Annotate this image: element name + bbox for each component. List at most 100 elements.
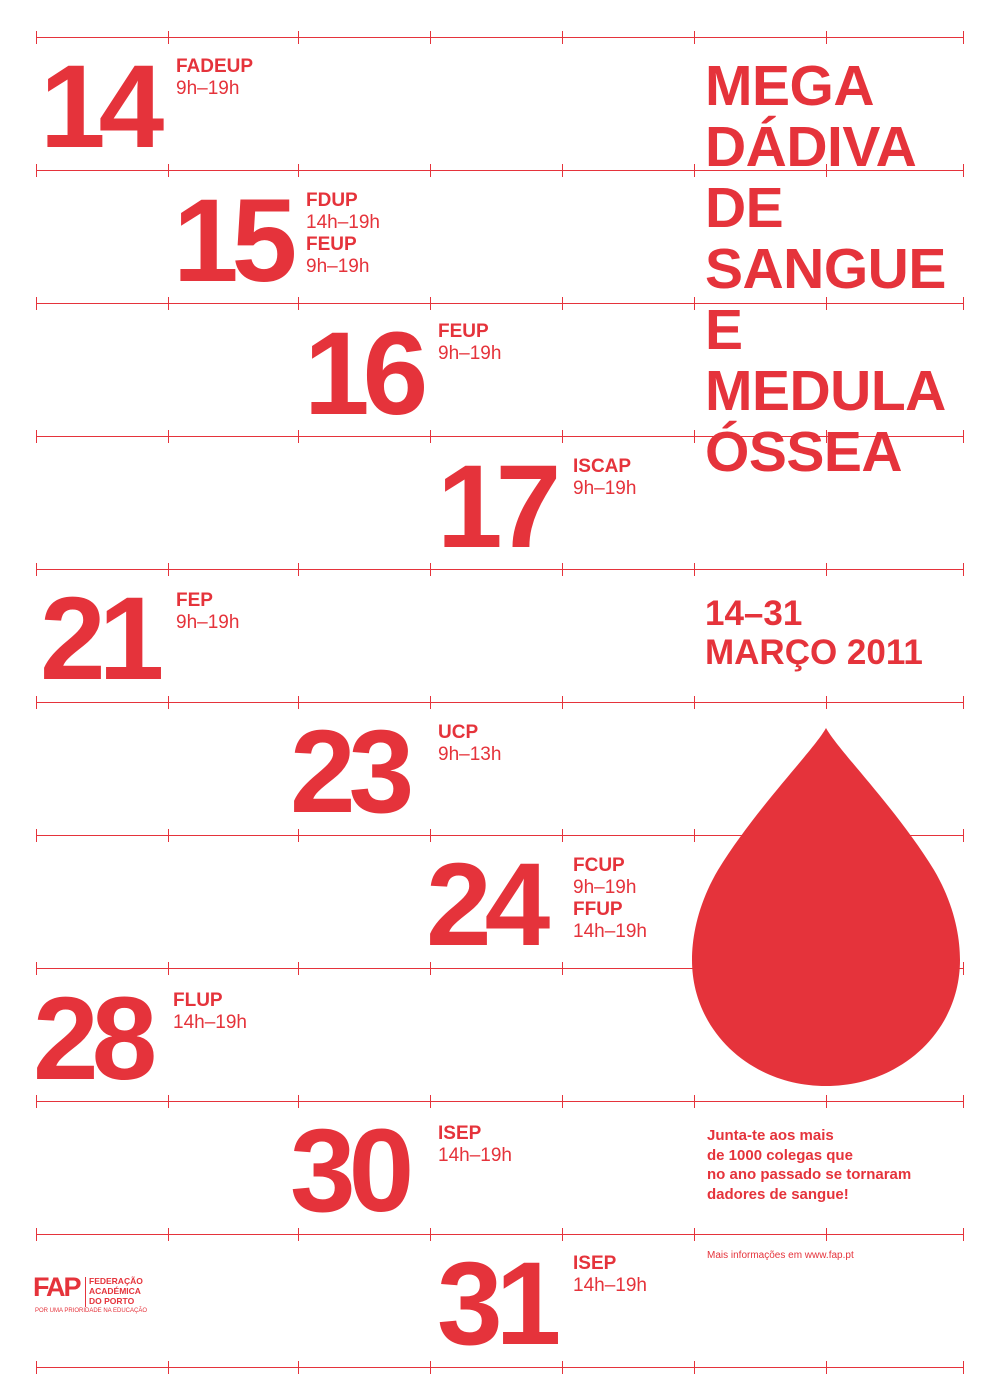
logo-name-line: DO PORTO: [89, 1296, 135, 1306]
hours-label: 14h–19h: [573, 920, 647, 942]
hours-label: 14h–19h: [438, 1144, 512, 1166]
event-info-23: UCP 9h–13h: [438, 722, 501, 766]
venue-label: ISEP: [438, 1123, 482, 1144]
hours-label: 14h–19h: [173, 1011, 247, 1033]
event-info-30: ISEP 14h–19h: [438, 1123, 512, 1167]
grid-tick: [430, 430, 431, 443]
poster-title: MEGA DÁDIVA DE SANGUE E MEDULA ÓSSEA: [705, 56, 946, 483]
grid-tick: [298, 1361, 299, 1374]
grid-tick: [36, 31, 37, 44]
day-number-21: 21: [40, 573, 164, 705]
title-line: SANGUE: [705, 237, 946, 301]
event-info-31: ISEP 14h–19h: [573, 1253, 647, 1297]
grid-tick: [168, 563, 169, 576]
callout-line: dadores de sangue!: [707, 1185, 849, 1203]
event-info-21: FEP 9h–19h: [176, 590, 239, 634]
grid-line: [36, 1101, 964, 1102]
grid-tick: [168, 962, 169, 975]
grid-tick: [562, 829, 563, 842]
grid-tick: [963, 31, 964, 44]
logo-divider: [85, 1277, 86, 1307]
grid-tick: [298, 1095, 299, 1108]
day-number-14: 14: [40, 41, 164, 173]
logo-name-line: FEDERAÇÃO: [89, 1276, 143, 1286]
grid-tick: [298, 31, 299, 44]
title-line: MEGA: [705, 54, 874, 118]
grid-tick: [298, 962, 299, 975]
grid-tick: [298, 164, 299, 177]
hours-label: 9h–19h: [573, 876, 637, 898]
grid-tick: [168, 696, 169, 709]
grid-tick: [562, 1361, 563, 1374]
event-info-24: FCUP 9h–19h FFUP 14h–19h: [573, 855, 647, 942]
grid-tick: [168, 164, 169, 177]
grid-tick: [298, 696, 299, 709]
grid-line: [36, 569, 964, 570]
grid-tick: [168, 430, 169, 443]
grid-tick: [694, 1095, 695, 1108]
grid-tick: [430, 563, 431, 576]
grid-line: [36, 1234, 964, 1235]
callout-line: de 1000 colegas que: [707, 1146, 853, 1164]
date-range: 14–31: [705, 594, 803, 633]
grid-tick: [562, 297, 563, 310]
day-number-30: 30: [290, 1105, 414, 1237]
grid-line: [36, 968, 964, 969]
venue-label: FEP: [176, 590, 213, 611]
logo-name-line: ACADÉMICA: [89, 1286, 141, 1296]
grid-line: [36, 37, 964, 38]
grid-tick: [963, 1361, 964, 1374]
grid-tick: [430, 1361, 431, 1374]
title-line: DE: [705, 176, 784, 240]
grid-tick: [298, 563, 299, 576]
more-info-link[interactable]: Mais informações em www.fap.pt: [707, 1250, 854, 1261]
title-line: DÁDIVA: [705, 115, 917, 179]
grid-tick: [963, 164, 964, 177]
grid-line: [36, 170, 964, 171]
grid-line: [36, 1367, 964, 1368]
grid-tick: [562, 430, 563, 443]
day-number-16: 16: [304, 308, 428, 440]
hours-label: 9h–19h: [438, 342, 502, 364]
grid-tick: [168, 1095, 169, 1108]
grid-tick: [298, 430, 299, 443]
blood-drop-icon: [692, 728, 960, 1086]
grid-tick: [826, 31, 827, 44]
grid-tick: [430, 829, 431, 842]
grid-tick: [826, 1228, 827, 1241]
grid-tick: [694, 164, 695, 177]
grid-tick: [36, 962, 37, 975]
grid-line: [36, 436, 964, 437]
venue-label: FCUP: [573, 855, 625, 876]
title-line: ÓSSEA: [705, 420, 903, 484]
hours-label: 9h–19h: [573, 477, 637, 499]
grid-tick: [168, 829, 169, 842]
grid-tick: [562, 1095, 563, 1108]
grid-tick: [36, 829, 37, 842]
month-year: MARÇO 2011: [705, 633, 923, 672]
grid-tick: [694, 1361, 695, 1374]
grid-tick: [963, 563, 964, 576]
venue-label: ISCAP: [573, 456, 632, 477]
grid-tick: [36, 297, 37, 310]
day-number-23: 23: [290, 706, 414, 838]
grid-tick: [430, 962, 431, 975]
venue-label: FEUP: [438, 321, 489, 342]
grid-tick: [298, 829, 299, 842]
day-number-28: 28: [33, 973, 157, 1105]
grid-tick: [298, 1228, 299, 1241]
venue-label: ISEP: [573, 1253, 617, 1274]
grid-tick: [430, 696, 431, 709]
venue-label: UCP: [438, 722, 479, 743]
grid-tick: [36, 696, 37, 709]
grid-tick: [562, 164, 563, 177]
callout-text: Junta-te aos mais de 1000 colegas que no…: [707, 1126, 967, 1204]
grid-line: [36, 702, 964, 703]
grid-tick: [963, 1095, 964, 1108]
day-number-24: 24: [426, 839, 550, 971]
grid-tick: [826, 696, 827, 709]
hours-label: 14h–19h: [306, 211, 380, 233]
grid-tick: [430, 1095, 431, 1108]
grid-tick: [963, 829, 964, 842]
grid-tick: [826, 1095, 827, 1108]
